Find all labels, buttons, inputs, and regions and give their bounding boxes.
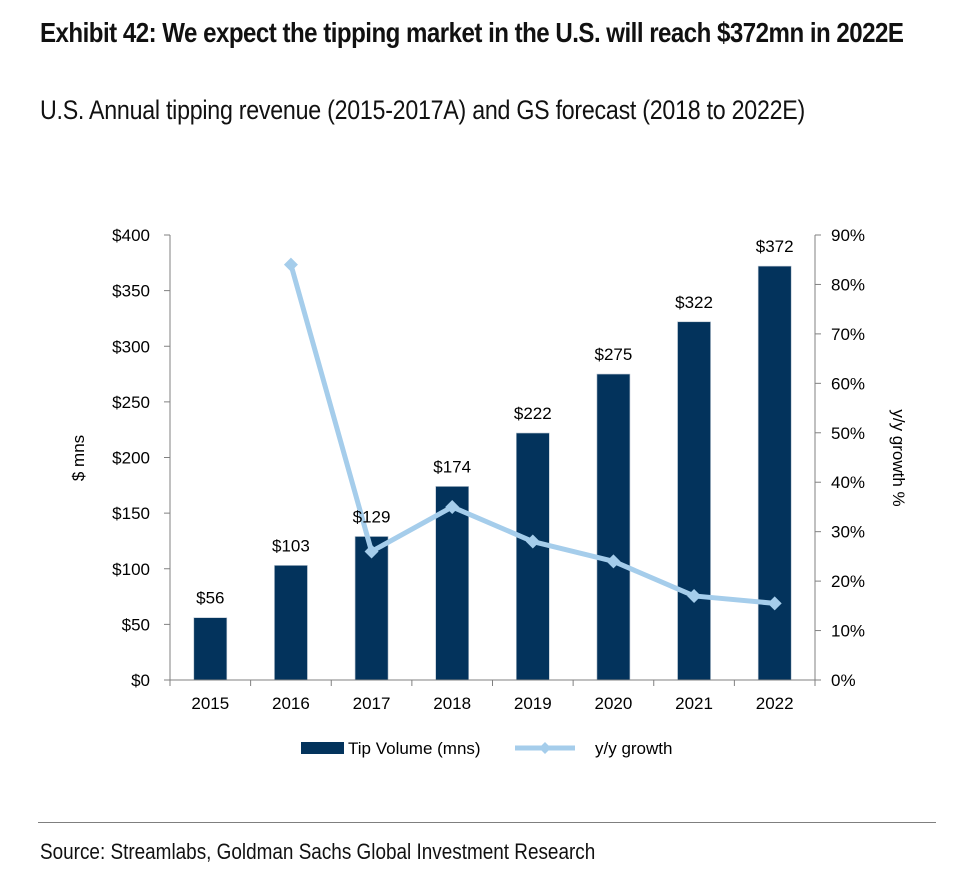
- left-tick-label-100: $100: [112, 560, 150, 579]
- growth-marker-2018: [445, 499, 460, 514]
- data-label-2019: $222: [514, 404, 552, 423]
- right-tick-label-10: 10%: [831, 622, 865, 641]
- right-tick-label-80: 80%: [831, 275, 865, 294]
- legend-swatch-growth-marker: [539, 742, 551, 754]
- right-axis: 0% 10% 20% 30% 40% 50% 60% 70% 80% 90%: [814, 226, 865, 690]
- left-tick-label-150: $150: [112, 504, 150, 523]
- bar-2016: [274, 565, 308, 681]
- left-tick-label-200: $200: [112, 449, 150, 468]
- legend: Tip Volume (mns) y/y growth: [301, 739, 672, 758]
- data-label-2022: $372: [756, 237, 794, 256]
- x-tick-label-2019: 2019: [514, 694, 552, 713]
- x-tick-label-2022: 2022: [756, 694, 794, 713]
- x-tick-label-2015: 2015: [191, 694, 229, 713]
- right-tick-label-30: 30%: [831, 523, 865, 542]
- left-tick-label-300: $300: [112, 337, 150, 356]
- legend-swatch-tip-volume: [301, 742, 344, 754]
- legend-label-tip-volume: Tip Volume (mns): [348, 739, 481, 758]
- right-tick-label-60: 60%: [831, 374, 865, 393]
- bar-2021: [677, 321, 711, 681]
- data-labels: $56 $103 $129 $174 $222 $275 $322 $372: [196, 237, 793, 608]
- right-tick-label-0: 0%: [831, 671, 856, 690]
- left-axis: $0 $50 $100 $150 $200 $250 $300 $350 $400: [112, 226, 171, 690]
- right-tick-label-40: 40%: [831, 473, 865, 492]
- growth-marker-2019: [525, 534, 540, 549]
- data-label-2016: $103: [272, 536, 310, 555]
- x-tick-label-2017: 2017: [353, 694, 391, 713]
- data-label-2017: $129: [353, 507, 391, 526]
- bar-2019: [516, 432, 550, 681]
- bar-2020: [596, 373, 631, 681]
- left-tick-label-50: $50: [122, 615, 150, 634]
- chart-subtitle: U.S. Annual tipping revenue (2015-2017A)…: [40, 95, 805, 125]
- x-tick-label-2018: 2018: [433, 694, 471, 713]
- left-tick-label-400: $400: [112, 226, 150, 245]
- growth-marker-2017: [364, 544, 379, 559]
- source-note: Source: Streamlabs, Goldman Sachs Global…: [40, 839, 596, 864]
- line-layer: [283, 257, 782, 611]
- footer-divider: [38, 822, 936, 823]
- left-axis-title: $ mns: [69, 435, 88, 481]
- exhibit-title: Exhibit 42: We expect the tipping market…: [40, 17, 904, 48]
- growth-marker-2022: [767, 596, 782, 611]
- right-tick-label-20: 20%: [831, 572, 865, 591]
- growth-marker-2020: [606, 554, 621, 569]
- data-label-2021: $322: [675, 293, 713, 312]
- data-label-2015: $56: [196, 589, 224, 608]
- data-label-2018: $174: [433, 457, 471, 476]
- x-tick-label-2020: 2020: [595, 694, 633, 713]
- left-tick-label-250: $250: [112, 393, 150, 412]
- data-label-2020: $275: [595, 345, 633, 364]
- left-tick-label-0: $0: [131, 671, 150, 690]
- bar-2022: [757, 265, 792, 681]
- x-tick-label-2016: 2016: [272, 694, 310, 713]
- growth-marker-2021: [687, 588, 702, 603]
- right-tick-label-50: 50%: [831, 424, 865, 443]
- x-axis: 2015 2016 2017 2018 2019 2020 2021 2022: [169, 679, 816, 713]
- x-tick-label-2021: 2021: [675, 694, 713, 713]
- right-axis-title: y/y growth %: [889, 409, 908, 506]
- right-tick-label-70: 70%: [831, 325, 865, 344]
- left-tick-label-350: $350: [112, 282, 150, 301]
- right-tick-label-90: 90%: [831, 226, 865, 245]
- legend-label-growth: y/y growth: [595, 739, 672, 758]
- growth-marker-2016: [283, 257, 298, 272]
- bars-layer: [193, 265, 792, 681]
- bar-2018: [435, 486, 469, 681]
- bar-2015: [193, 617, 228, 681]
